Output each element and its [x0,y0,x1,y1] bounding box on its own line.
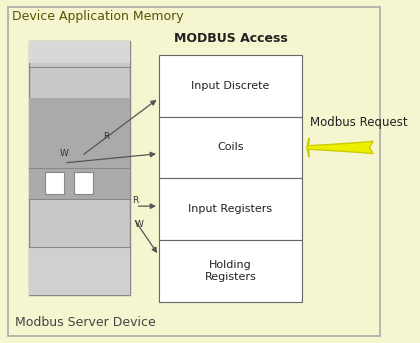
Bar [159,55,302,117]
Text: Modbus Request: Modbus Request [310,116,407,129]
Text: Holding
Registers: Holding Registers [205,260,257,282]
Bar [159,240,302,302]
Bar [29,98,130,199]
Text: R: R [132,197,138,205]
Bar [74,172,93,194]
Bar [29,247,130,295]
Text: W: W [134,220,143,229]
Text: Device Application Memory: Device Application Memory [12,10,183,23]
Bar [29,41,130,63]
Bar [159,178,302,240]
Bar [159,117,302,178]
Text: Input Registers: Input Registers [189,204,273,214]
Bar [45,172,64,194]
Text: Coils: Coils [217,142,244,153]
Text: Modbus Server Device: Modbus Server Device [15,316,156,329]
Bar [29,41,130,295]
Text: Input Discrete: Input Discrete [192,81,270,91]
Text: R: R [102,132,109,141]
Text: W: W [60,149,69,158]
Text: MODBUS Access: MODBUS Access [174,32,287,45]
